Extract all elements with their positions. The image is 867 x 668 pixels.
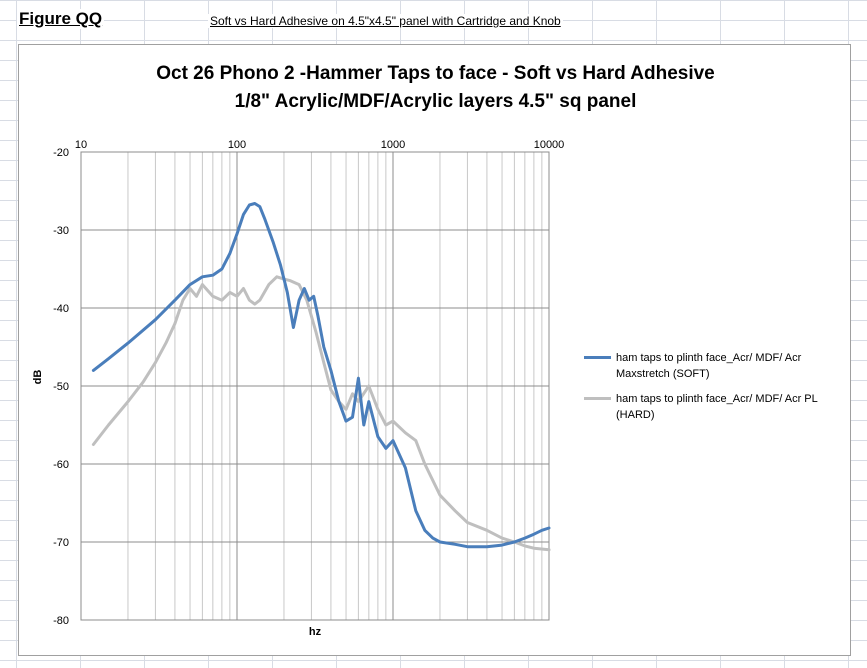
sheet-caption: Soft vs Hard Adhesive on 4.5"x4.5" panel… xyxy=(208,14,563,28)
legend-label-soft: ham taps to plinth face_Acr/ MDF/ Acr Ma… xyxy=(616,352,802,380)
figure-label: Figure QQ xyxy=(17,9,105,29)
legend-label-hard: ham taps to plinth face_Acr/ MDF/ Acr PL… xyxy=(616,393,818,421)
y-tick-label: -40 xyxy=(53,303,69,315)
legend-item-hard: ham taps to plinth face_Acr/ MDF/ Acr PL… xyxy=(584,391,839,423)
line-chart: 10 100 1000 10000 -20 -30 -40 -50 -60 -70 -80 hz d… xyxy=(32,139,564,638)
x-tick-label: 10000 xyxy=(534,139,565,151)
y-axis-title: dB xyxy=(32,370,44,385)
legend-swatch-soft xyxy=(584,356,611,359)
chart-area[interactable]: Oct 26 Phono 2 -Hammer Taps to face - So… xyxy=(18,44,851,656)
x-tick-label: 10 xyxy=(75,139,87,151)
y-tick-label: -30 xyxy=(53,225,69,237)
legend-swatch-hard xyxy=(584,397,611,400)
chart-title-line-1: Oct 26 Phono 2 -Hammer Taps to face - So… xyxy=(156,63,715,84)
series-line-soft xyxy=(91,202,551,549)
grid-lines xyxy=(80,151,550,621)
y-tick-label: -60 xyxy=(53,459,69,471)
tick-labels: 10 100 1000 10000 -20 -30 -40 -50 -60 -70 -80 xyxy=(53,139,564,627)
legend-item-soft: ham taps to plinth face_Acr/ MDF/ Acr Ma… xyxy=(584,350,839,382)
chart-title-line-2: 1/8" Acrylic/MDF/Acrylic layers 4.5" sq … xyxy=(234,91,637,112)
legend: ham taps to plinth face_Acr/ MDF/ Acr Ma… xyxy=(584,350,839,432)
x-tick-label: 100 xyxy=(228,139,246,151)
series-lines xyxy=(91,202,551,552)
plot-border xyxy=(80,151,550,621)
y-tick-label: -70 xyxy=(53,537,69,549)
x-tick-label: 1000 xyxy=(381,139,405,151)
y-tick-label: -80 xyxy=(53,615,69,627)
series-line-hard xyxy=(91,275,551,552)
x-axis-title: hz xyxy=(309,626,322,638)
y-tick-label: -50 xyxy=(53,381,69,393)
y-tick-label: -20 xyxy=(53,147,69,159)
